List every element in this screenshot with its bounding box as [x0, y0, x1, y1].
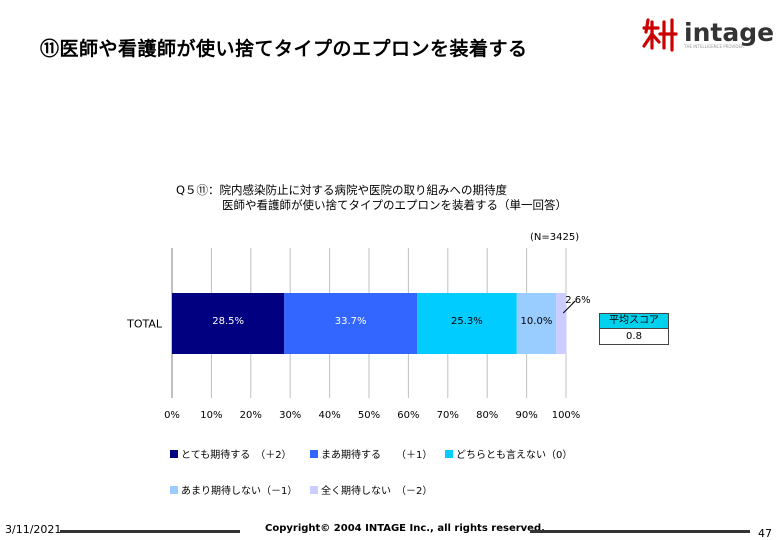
- legend-label: とても期待する （＋2）: [181, 450, 292, 461]
- x-tick-label: 30%: [279, 410, 301, 421]
- data-label: 33.7%: [335, 316, 367, 327]
- legend-label: まあ期待する （＋1）: [321, 450, 433, 461]
- bar-segment: [284, 293, 418, 354]
- bar-segment: [516, 293, 557, 354]
- legend-item: あまり期待しない（－1）: [170, 482, 297, 497]
- legend-swatch: [170, 449, 178, 458]
- legend-item: まあ期待する （＋1）: [310, 446, 432, 461]
- legend-swatch: [445, 449, 453, 458]
- bar-segment: [172, 293, 285, 354]
- legend-label: どちらとも言えない（0）: [456, 450, 573, 461]
- bar-segment: [417, 293, 517, 354]
- x-tick-label: 90%: [515, 410, 537, 421]
- logo-subtext: THE INTELLIGENCE PROVIDER: [684, 44, 744, 49]
- page-number: 47: [758, 527, 772, 540]
- legend-item: どちらとも言えない（0）: [445, 446, 572, 461]
- footer-divider-left: [60, 530, 240, 533]
- data-label-leader: [562, 300, 576, 314]
- bar-segment: [556, 293, 567, 354]
- logo-text: intage: [684, 18, 775, 47]
- data-label: 25.3%: [451, 316, 483, 327]
- legend-item: 全く期待しない （－2）: [310, 482, 432, 497]
- legend-swatch: [310, 449, 318, 458]
- x-tick-label: 20%: [240, 410, 262, 421]
- footer-date: 3/11/2021: [5, 523, 62, 536]
- average-score-label: 平均スコア: [600, 314, 668, 329]
- x-tick-label: 80%: [476, 410, 498, 421]
- intage-logo: intage THE INTELLIGENCE PROVIDER: [640, 14, 774, 54]
- x-tick-label: 60%: [397, 410, 419, 421]
- x-tick-label: 10%: [200, 410, 222, 421]
- average-score-box: 平均スコア 0.8: [599, 313, 669, 345]
- intage-logo-mark-icon: [642, 18, 678, 52]
- x-tick-label: 40%: [318, 410, 340, 421]
- legend-swatch: [310, 485, 318, 494]
- data-label: 2.6%: [565, 295, 590, 306]
- x-tick-label: 100%: [552, 410, 581, 421]
- x-tick-label: 50%: [358, 410, 380, 421]
- footer-divider-right: [530, 530, 750, 533]
- x-tick-label: 0%: [164, 410, 180, 421]
- x-tick-label: 70%: [437, 410, 459, 421]
- legend-item: とても期待する （＋2）: [170, 446, 292, 461]
- sample-size-label: (N=3425): [530, 232, 580, 243]
- legend-label: 全く期待しない （－2）: [321, 486, 433, 497]
- average-score-value: 0.8: [600, 329, 668, 344]
- chart-title: Q５⑪：院内感染防止に対する病院や医院の取り組みへの期待度 医師や看護師が使い捨…: [176, 183, 567, 212]
- category-label: TOTAL: [126, 318, 163, 331]
- legend-label: あまり期待しない（－1）: [181, 486, 298, 497]
- data-label: 10.0%: [521, 316, 553, 327]
- legend-swatch: [170, 485, 178, 494]
- footer-copyright: Copyright© 2004 INTAGE Inc., all rights …: [265, 523, 545, 534]
- data-label: 28.5%: [212, 316, 244, 327]
- slide-title: ⑪医師や看護師が使い捨てタイプのエプロンを装着する: [40, 38, 528, 60]
